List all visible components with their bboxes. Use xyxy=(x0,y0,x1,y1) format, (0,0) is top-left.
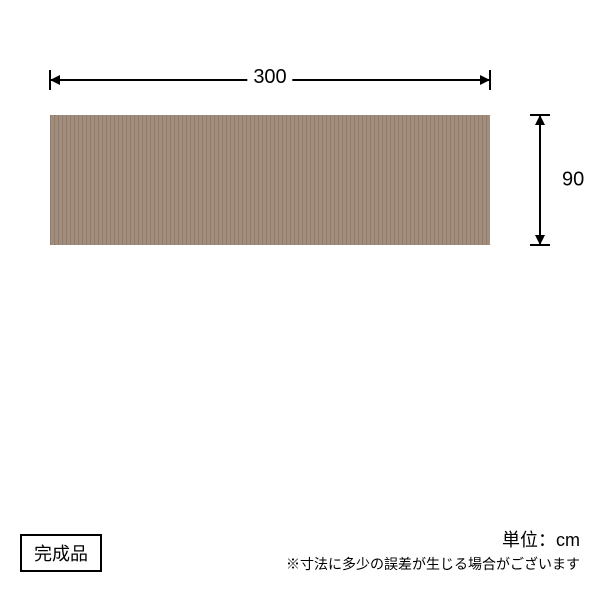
height-dimension-line xyxy=(539,115,541,245)
width-arrow-left xyxy=(50,75,60,85)
unit-label: 単位：cm xyxy=(502,526,580,552)
completed-product-badge: 完成品 xyxy=(20,534,102,572)
height-arrow-down xyxy=(535,235,545,245)
width-arrow-right xyxy=(480,75,490,85)
height-arrow-up xyxy=(535,115,545,125)
height-dimension-label: 90 xyxy=(556,169,590,192)
diagram-canvas: 300 90 完成品 単位：cm ※寸法に多少の誤差が生じる場合がございます xyxy=(0,0,600,600)
width-dimension-label: 300 xyxy=(247,66,292,89)
tolerance-note: ※寸法に多少の誤差が生じる場合がございます xyxy=(286,554,580,574)
product-rectangle xyxy=(50,115,490,245)
